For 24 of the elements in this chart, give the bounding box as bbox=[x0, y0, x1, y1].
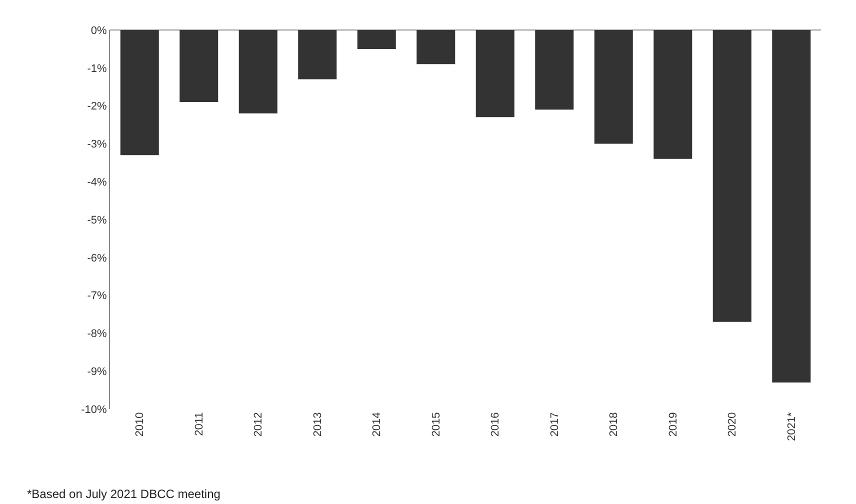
x-tick-label: 2015 bbox=[430, 412, 442, 437]
y-tick-label: -6% bbox=[87, 252, 108, 264]
x-tick-label: 2016 bbox=[490, 412, 502, 437]
text: *Based on July 2021 DBCC meeting bbox=[27, 487, 220, 501]
y-tick-label: -1% bbox=[87, 62, 108, 75]
x-tick-label: 2021* bbox=[786, 411, 798, 441]
x-tick-label: 2012 bbox=[252, 412, 265, 437]
y-tick-label: -10% bbox=[81, 404, 108, 416]
x-tick-label: 2011 bbox=[193, 412, 206, 436]
x-tick-label: 2020 bbox=[726, 412, 739, 437]
y-tick-label: -5% bbox=[87, 214, 108, 226]
y-tick-label: -8% bbox=[87, 328, 108, 340]
y-tick-label: -9% bbox=[87, 366, 108, 378]
x-tick-label: 2010 bbox=[134, 412, 146, 437]
x-tick-label: 2019 bbox=[667, 412, 680, 437]
x-tick-label: 2013 bbox=[312, 412, 324, 437]
x-tick-label: 2014 bbox=[371, 412, 384, 437]
x-tick-label: 2017 bbox=[548, 412, 561, 437]
y-tick-label: -3% bbox=[87, 138, 108, 151]
y-tick-label: -4% bbox=[87, 176, 108, 188]
y-tick-label: 0% bbox=[90, 24, 108, 37]
y-tick-label: -7% bbox=[87, 290, 108, 302]
y-tick-label: -2% bbox=[87, 100, 108, 113]
x-tick-label: 2018 bbox=[608, 412, 620, 437]
